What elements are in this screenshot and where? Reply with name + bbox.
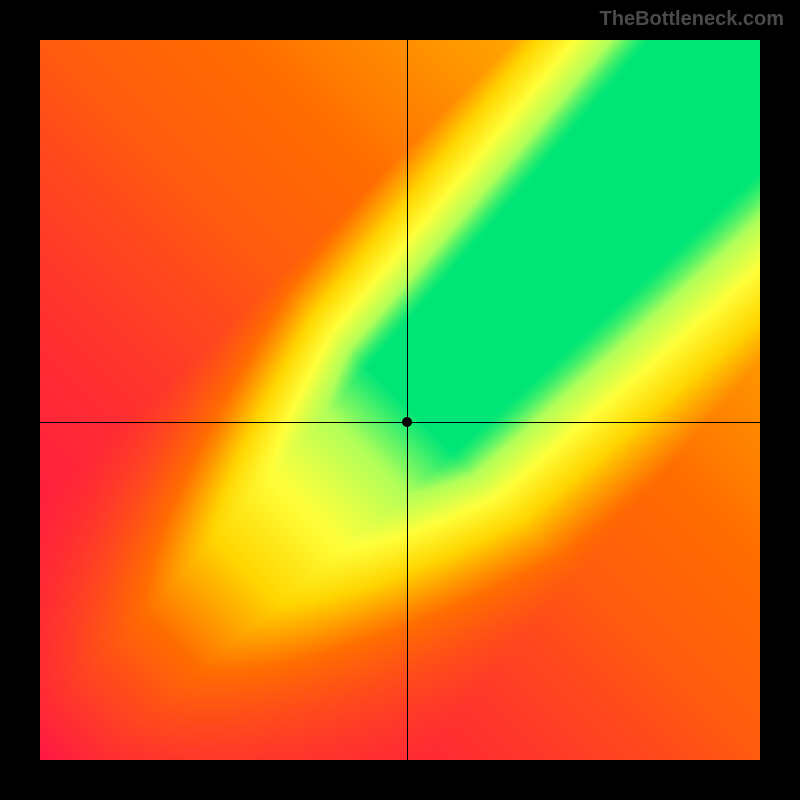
watermark-text: TheBottleneck.com [600, 8, 784, 31]
crosshair-vertical [407, 40, 408, 760]
chart-container: TheBottleneck.com [0, 0, 800, 800]
crosshair-horizontal [40, 422, 760, 423]
plot-area [40, 40, 760, 760]
data-point-marker [402, 417, 412, 427]
heatmap-canvas [40, 40, 760, 760]
